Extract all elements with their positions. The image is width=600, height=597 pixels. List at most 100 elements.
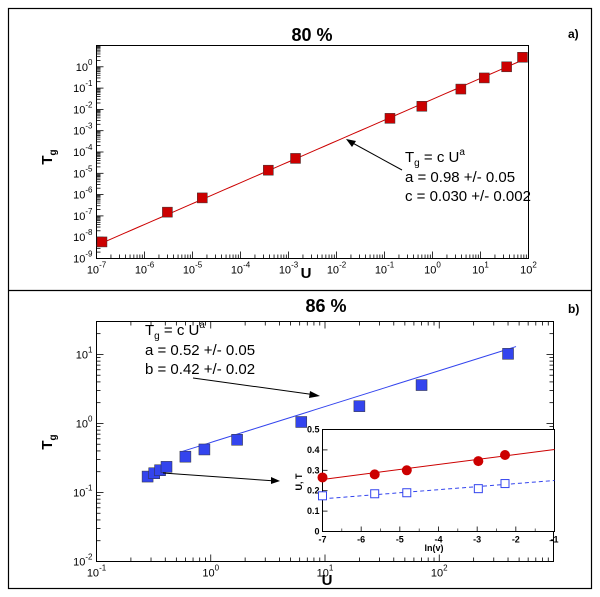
panel-a-data-point — [162, 206, 173, 218]
inset-data-point-circle — [317, 472, 328, 483]
inset-xlabel: ln(v) — [425, 543, 444, 553]
panel-a-ytick-label: 10-3 — [73, 122, 93, 138]
panel-a-xtick-label: 102 — [520, 261, 537, 277]
panel-b-ytick-label: 10-2 — [73, 553, 93, 569]
panel-a-ytick-label: 100 — [76, 58, 93, 74]
inset-xtick-label: -2 — [512, 535, 520, 545]
panel-b-data-point — [198, 443, 211, 456]
inset-ytick-label: 0.5 — [307, 425, 320, 435]
panel-a-ytick-label: 10-1 — [73, 79, 93, 95]
inset-xtick-label: -6 — [357, 535, 365, 545]
inset-ytick-label: 0.2 — [307, 486, 320, 496]
inset-plot-area — [322, 429, 555, 532]
svg-text:Tg: Tg — [39, 149, 59, 164]
panel-b-ytick-label: 101 — [76, 345, 93, 361]
panel-b-ylabel: Tg — [39, 434, 59, 449]
inset-data-point-circle — [369, 469, 380, 480]
inset-data-point-circle — [401, 465, 412, 476]
panel-b-ann-base: T — [145, 322, 154, 339]
panel-b-data-point — [353, 400, 366, 412]
panel-b-xtick-label: 100 — [202, 564, 219, 580]
inset-xtick-label: -4 — [434, 535, 442, 545]
panel-b-annotation-arrow — [192, 377, 317, 396]
panel-a-annotation: Tg = c Ua a = 0.98 +/- 0.05 c = 0.030 +/… — [346, 139, 531, 205]
panel-a-ylabel-base: T — [39, 155, 56, 164]
panel-a-xtick-label: 101 — [472, 261, 489, 277]
panel-a-title: 80 % — [291, 25, 332, 45]
panel-b-data-point — [502, 348, 514, 360]
panel-a-ylabel-sub: g — [48, 149, 59, 155]
panel-b-ann-mid: = c U — [160, 322, 200, 339]
panel-a-xtick-label: 10-3 — [279, 261, 299, 277]
panel-b-annotation-line1: Tg = c Ua — [145, 320, 205, 342]
panel-a-xtick-label: 10-1 — [375, 261, 395, 277]
inset-ytick-label: 0.1 — [307, 506, 320, 516]
panel-a-ann-mid: = c U — [420, 149, 460, 166]
panel-b-tag: b) — [568, 302, 579, 316]
panel-a-annotation-line3: c = 0.030 +/- 0.002 — [405, 188, 531, 205]
panel-a-data-point — [263, 164, 274, 176]
panel-a-ytick-label: 10-2 — [73, 100, 93, 116]
panel-a-data-point — [197, 192, 208, 204]
panel-a-xlabel: U — [301, 265, 312, 282]
panel-b-ann-sup: a — [199, 320, 205, 331]
panel-b-inset-arrow — [162, 472, 277, 482]
panel-a-ytick-label: 10-6 — [73, 186, 93, 202]
panel-a-annotation-line1: Tg = c Ua — [405, 147, 465, 169]
panel-a-ytick-label: 10-8 — [73, 228, 93, 244]
panel-a-data-point — [416, 101, 428, 112]
inset-data-point-square — [500, 479, 510, 489]
inset-data-point-square — [402, 488, 412, 498]
panel-b-ylabel-sub: g — [48, 434, 59, 440]
panel-b-ann-sub: g — [154, 331, 160, 342]
panel-a-ylabel: Tg — [39, 149, 59, 164]
inset-xtick-label: -5 — [396, 535, 404, 545]
panel-a-data-point — [517, 52, 528, 63]
panel-b-data-point — [179, 450, 192, 463]
inset-ylabel: U, T — [294, 473, 304, 491]
panel-b-title: 86 % — [305, 296, 346, 316]
figure-frame — [7, 7, 593, 590]
panel-a-ytick-label: 10-7 — [73, 207, 93, 223]
inset-data-point-circle — [473, 456, 484, 467]
panel-a-tag: a) — [568, 27, 579, 41]
panel-b-annotation-arrowhead — [309, 391, 320, 398]
panel-b-ylabel-base: T — [39, 440, 56, 449]
panel-a-ann-sub: g — [414, 158, 420, 169]
panel-a-data-point — [501, 61, 512, 73]
inset-data-point-square — [370, 489, 380, 499]
inset-ytick-label: 0 — [314, 527, 319, 537]
panel-a-data-point — [479, 72, 490, 84]
panel-a-data-point — [384, 113, 396, 124]
panel-b-inset-arrowhead — [271, 477, 280, 484]
inset-ytick-label: 0.4 — [307, 445, 320, 455]
panel-b-xtick-label: 10-1 — [87, 564, 107, 580]
panel-b-data-point — [415, 379, 428, 391]
panel-a-xtick-label: 10-4 — [231, 261, 251, 277]
inset-xtick-label: -1 — [550, 535, 558, 545]
panel-a-ann-base: T — [405, 149, 414, 166]
inset-chart: -7 -6 -5 -4 -3 -2 -1 0 0.1 0.2 0.3 0.4 0.5 ln(v) U, … — [294, 425, 559, 554]
panel-a-annotation-line2: a = 0.98 +/- 0.05 — [405, 169, 515, 186]
panel-b-annotation-line2: a = 0.52 +/- 0.05 — [145, 342, 255, 359]
inset-data-point-square — [318, 491, 327, 501]
panel-a-ann-sup: a — [459, 147, 465, 158]
panel-a-data-point — [290, 153, 301, 164]
inset-fit-line — [322, 480, 555, 500]
inset-fit-line — [322, 448, 555, 480]
panel-b-data-point — [295, 416, 308, 428]
panel-a-annotation-arrow — [348, 140, 403, 171]
panel-a-ytick-label: 10-9 — [73, 250, 93, 266]
panel-a-xtick-label: 10-2 — [327, 261, 347, 277]
inset-xtick-label: -7 — [318, 535, 326, 545]
inset-data-point-square — [473, 484, 483, 494]
svg-text:Tg: Tg — [39, 434, 59, 449]
panel-a-ytick-label: 10-5 — [73, 164, 93, 180]
panel-a-xtick-label: 10-5 — [183, 261, 203, 277]
inset-ytick-label: 0.3 — [307, 465, 320, 475]
panel-b-annotation-line3: b = 0.42 +/- 0.02 — [145, 361, 255, 378]
panel-a-data-point — [96, 236, 108, 248]
panel-a-ytick-label: 10-4 — [73, 143, 93, 159]
